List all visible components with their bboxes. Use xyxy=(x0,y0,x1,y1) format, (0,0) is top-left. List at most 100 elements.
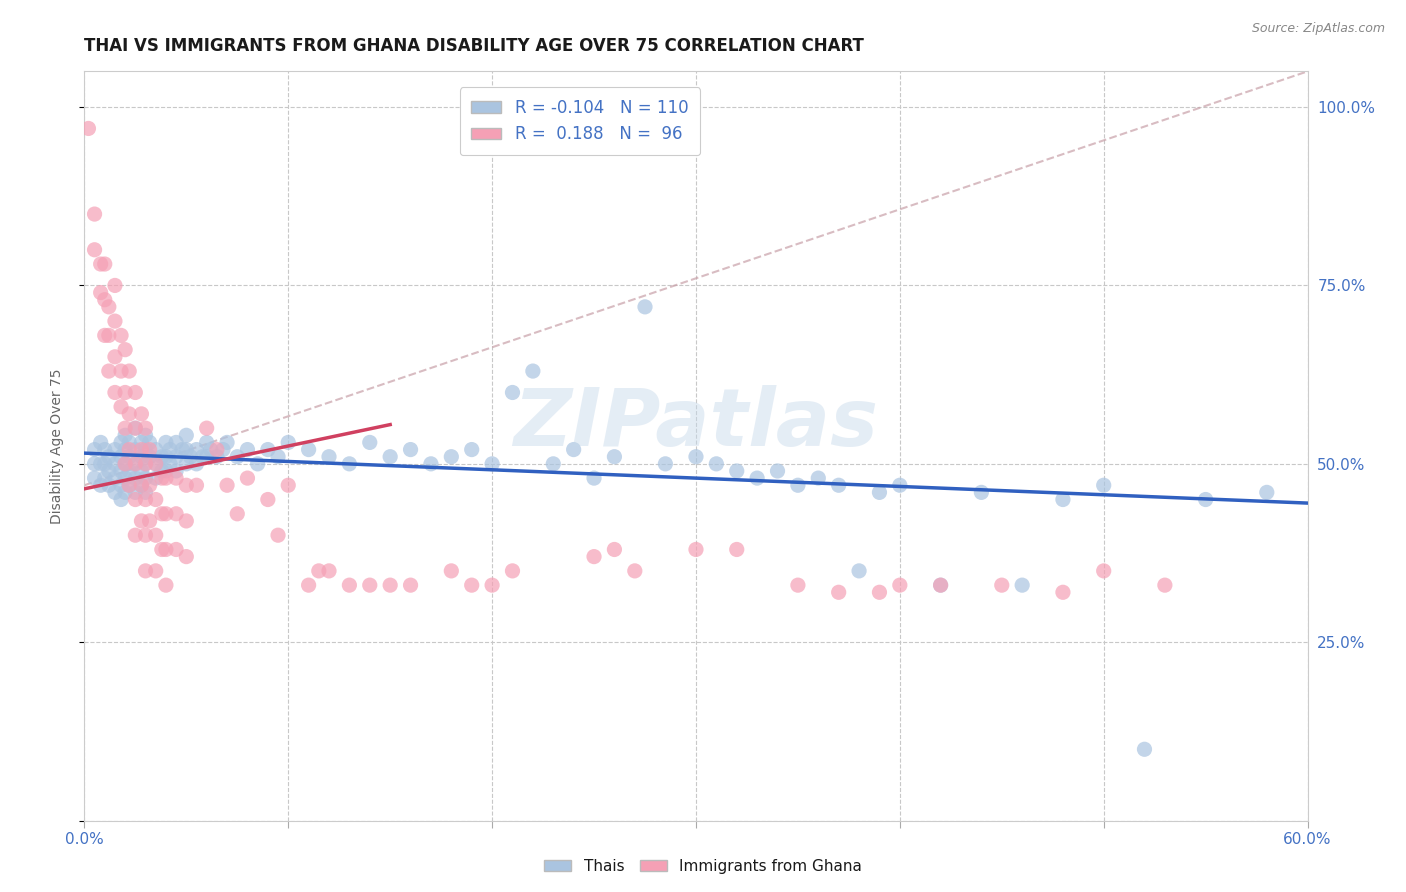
Point xyxy=(226,507,249,521)
Point xyxy=(991,578,1014,592)
Point xyxy=(828,478,851,492)
Point xyxy=(93,457,115,471)
Point xyxy=(97,464,120,478)
Point xyxy=(124,457,146,471)
Point xyxy=(502,564,524,578)
Point xyxy=(114,457,136,471)
Point xyxy=(114,471,136,485)
Point xyxy=(110,450,132,464)
Point xyxy=(90,457,112,471)
Point xyxy=(159,442,181,457)
Point xyxy=(205,442,228,457)
Point xyxy=(124,492,146,507)
Point xyxy=(706,457,728,471)
Point xyxy=(543,457,565,471)
Point xyxy=(929,578,952,592)
Point xyxy=(135,564,157,578)
Point xyxy=(131,514,153,528)
Point xyxy=(399,578,422,592)
Point xyxy=(889,578,911,592)
Point xyxy=(1092,564,1115,578)
Point xyxy=(104,442,127,457)
Point xyxy=(1154,578,1177,592)
Point xyxy=(226,450,249,464)
Legend: Thais, Immigrants from Ghana: Thais, Immigrants from Ghana xyxy=(537,853,869,880)
Point xyxy=(135,421,157,435)
Point xyxy=(440,564,463,578)
Point xyxy=(195,450,218,464)
Point xyxy=(502,385,524,400)
Point xyxy=(97,300,120,314)
Point xyxy=(1052,585,1074,599)
Point xyxy=(1092,478,1115,492)
Point xyxy=(155,507,177,521)
Point xyxy=(150,507,173,521)
Point xyxy=(257,492,280,507)
Point xyxy=(97,328,120,343)
Point xyxy=(124,385,146,400)
Point xyxy=(110,435,132,450)
Point xyxy=(186,457,208,471)
Point xyxy=(135,442,157,457)
Point xyxy=(747,471,769,485)
Point xyxy=(624,564,647,578)
Point xyxy=(135,457,157,471)
Point xyxy=(217,435,239,450)
Point xyxy=(174,514,197,528)
Point xyxy=(889,478,911,492)
Point xyxy=(725,464,748,478)
Point xyxy=(104,457,127,471)
Text: ZIPatlas: ZIPatlas xyxy=(513,384,879,463)
Point xyxy=(787,478,810,492)
Point xyxy=(298,442,321,457)
Point xyxy=(155,450,177,464)
Point xyxy=(97,450,120,464)
Point xyxy=(114,442,136,457)
Point xyxy=(1052,492,1074,507)
Point xyxy=(83,471,105,485)
Point xyxy=(155,464,177,478)
Point xyxy=(174,442,197,457)
Point xyxy=(200,442,222,457)
Point xyxy=(114,428,136,442)
Point xyxy=(634,300,657,314)
Point xyxy=(135,492,157,507)
Point xyxy=(165,471,187,485)
Point xyxy=(172,442,194,457)
Point xyxy=(165,542,187,557)
Point xyxy=(440,450,463,464)
Point xyxy=(155,542,177,557)
Point xyxy=(110,464,132,478)
Point xyxy=(124,528,146,542)
Text: THAI VS IMMIGRANTS FROM GHANA DISABILITY AGE OVER 75 CORRELATION CHART: THAI VS IMMIGRANTS FROM GHANA DISABILITY… xyxy=(84,37,865,54)
Point xyxy=(970,485,993,500)
Point xyxy=(399,442,422,457)
Point xyxy=(685,542,707,557)
Point xyxy=(583,471,606,485)
Point xyxy=(97,364,120,378)
Point xyxy=(186,442,208,457)
Point xyxy=(135,428,157,442)
Point xyxy=(110,364,132,378)
Point xyxy=(174,549,197,564)
Point xyxy=(90,257,112,271)
Point xyxy=(562,442,585,457)
Point xyxy=(138,442,160,457)
Point xyxy=(110,328,132,343)
Point xyxy=(114,343,136,357)
Point xyxy=(124,442,146,457)
Point xyxy=(104,471,127,485)
Point xyxy=(787,578,810,592)
Point xyxy=(135,471,157,485)
Point xyxy=(90,435,112,450)
Point xyxy=(131,478,153,492)
Point xyxy=(1256,485,1278,500)
Point xyxy=(114,457,136,471)
Point xyxy=(135,457,157,471)
Point xyxy=(83,457,105,471)
Point xyxy=(481,457,503,471)
Point xyxy=(131,464,153,478)
Point xyxy=(145,457,167,471)
Point xyxy=(217,478,239,492)
Point xyxy=(145,457,167,471)
